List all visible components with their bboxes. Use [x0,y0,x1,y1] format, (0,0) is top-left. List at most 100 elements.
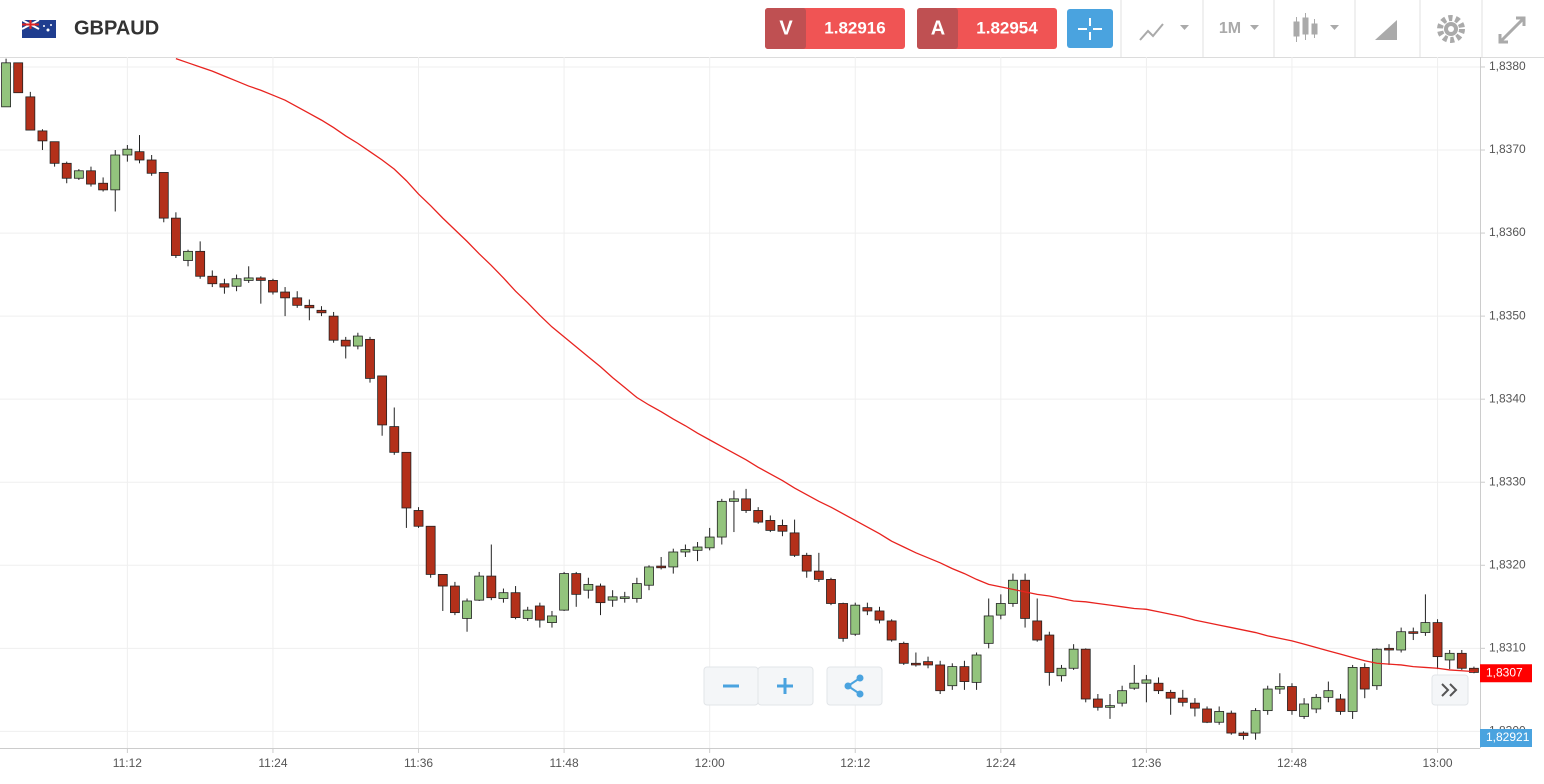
candle-body [631,583,642,599]
candle-body [73,170,84,179]
candle-body [304,304,315,309]
candle-body [1044,634,1055,673]
settings-button[interactable] [1437,15,1465,43]
candle-body [1,62,11,108]
candle-body [753,510,764,523]
share-button[interactable] [826,666,883,706]
buy-label[interactable]: A [931,17,945,39]
candle-body [1092,698,1103,708]
candle-body [183,250,193,261]
candle-body [413,510,424,527]
drawing-tools-button[interactable] [1375,20,1397,40]
candle-body [789,532,800,556]
sell-price[interactable]: 1.82916 [824,18,885,37]
candle-body [268,280,278,293]
fullscreen-button[interactable] [1498,16,1526,44]
candle-body [61,162,72,179]
toolbar: GBPAUD V 1.82916 A 1.82954 1M [0,0,1544,58]
candle-body [1080,648,1091,700]
candle-body [729,498,739,502]
candle-body [777,525,788,532]
candle-body [280,291,290,299]
candle-body [1190,702,1200,709]
candle-body [171,217,181,256]
chart-type-button[interactable] [1139,23,1189,41]
crosshair-button[interactable] [1067,9,1113,48]
y-tick-label: 1,8370 [1489,142,1526,156]
candle-body [547,615,557,623]
candle-body [911,662,921,666]
candle-body [328,315,339,341]
candle-body [474,575,485,601]
candle-body [462,600,472,619]
candle-body [1056,667,1067,677]
candle-body [1335,698,1346,712]
candle-body [207,275,218,285]
zoom-in-button[interactable] [757,666,814,706]
zoom-out-button[interactable] [703,666,759,706]
buy-button[interactable]: A 1.82954 [917,8,1057,49]
candle-body [1008,579,1018,604]
candle-body [813,570,824,580]
candle-body [522,609,533,619]
candle-body [450,585,460,614]
candle-body [352,335,363,347]
candle-body [389,426,400,453]
candle-body [243,277,254,281]
moving-average-line [175,58,1474,673]
candle-body [437,574,448,587]
candle-body [1226,712,1237,734]
candle-body [692,546,703,551]
y-tick-label: 1,8330 [1489,474,1526,488]
candle-body [110,154,121,191]
candle-body [1444,652,1455,661]
candle-body [1408,631,1419,634]
timeframe-button[interactable]: 1M [1219,20,1259,37]
y-tick-label: 1,8350 [1489,308,1526,322]
price-marker [1480,664,1532,683]
sell-label[interactable]: V [779,17,793,39]
candle-body [1287,686,1297,712]
candle-body [1371,648,1382,687]
scroll-end-button[interactable] [1431,674,1469,706]
candle-body [1396,631,1407,651]
candle-body [801,554,812,572]
candle-body [219,283,230,288]
candle-body [716,500,727,538]
candle-body [959,666,970,682]
timeframe[interactable]: 1M [1219,20,1241,37]
candle-body [292,297,303,306]
candle-body [134,151,145,161]
candle-body [49,141,60,164]
price-marker [1480,729,1532,747]
candle-body [255,277,266,281]
candle-body [25,96,36,131]
candle-body [1068,648,1079,669]
symbol[interactable]: GBPAUD [74,17,159,39]
x-tick-label: 12:48 [1277,756,1307,770]
candle-body [86,170,96,185]
sell-button[interactable]: V 1.82916 [765,8,905,49]
candle-style-button[interactable] [1293,13,1339,42]
candle-body [947,666,958,687]
candle-body [486,575,497,599]
price-marker-label: 1,8307 [1486,665,1523,679]
candle-body [680,549,691,553]
buy-price[interactable]: 1.82954 [976,18,1038,37]
x-tick-label: 13:00 [1423,756,1453,770]
candle-body [765,520,776,531]
y-tick-label: 1,8360 [1489,225,1526,239]
candle-body [1262,688,1273,712]
candle-body [1384,647,1394,651]
candle-body [668,551,679,568]
x-tick-label: 12:00 [695,756,725,770]
separators [1120,0,1483,57]
candle-body [1105,705,1115,708]
candle-body [195,250,206,277]
x-tick-label: 12:24 [986,756,1016,770]
candle-body [1420,622,1431,633]
candle-body [874,610,885,621]
